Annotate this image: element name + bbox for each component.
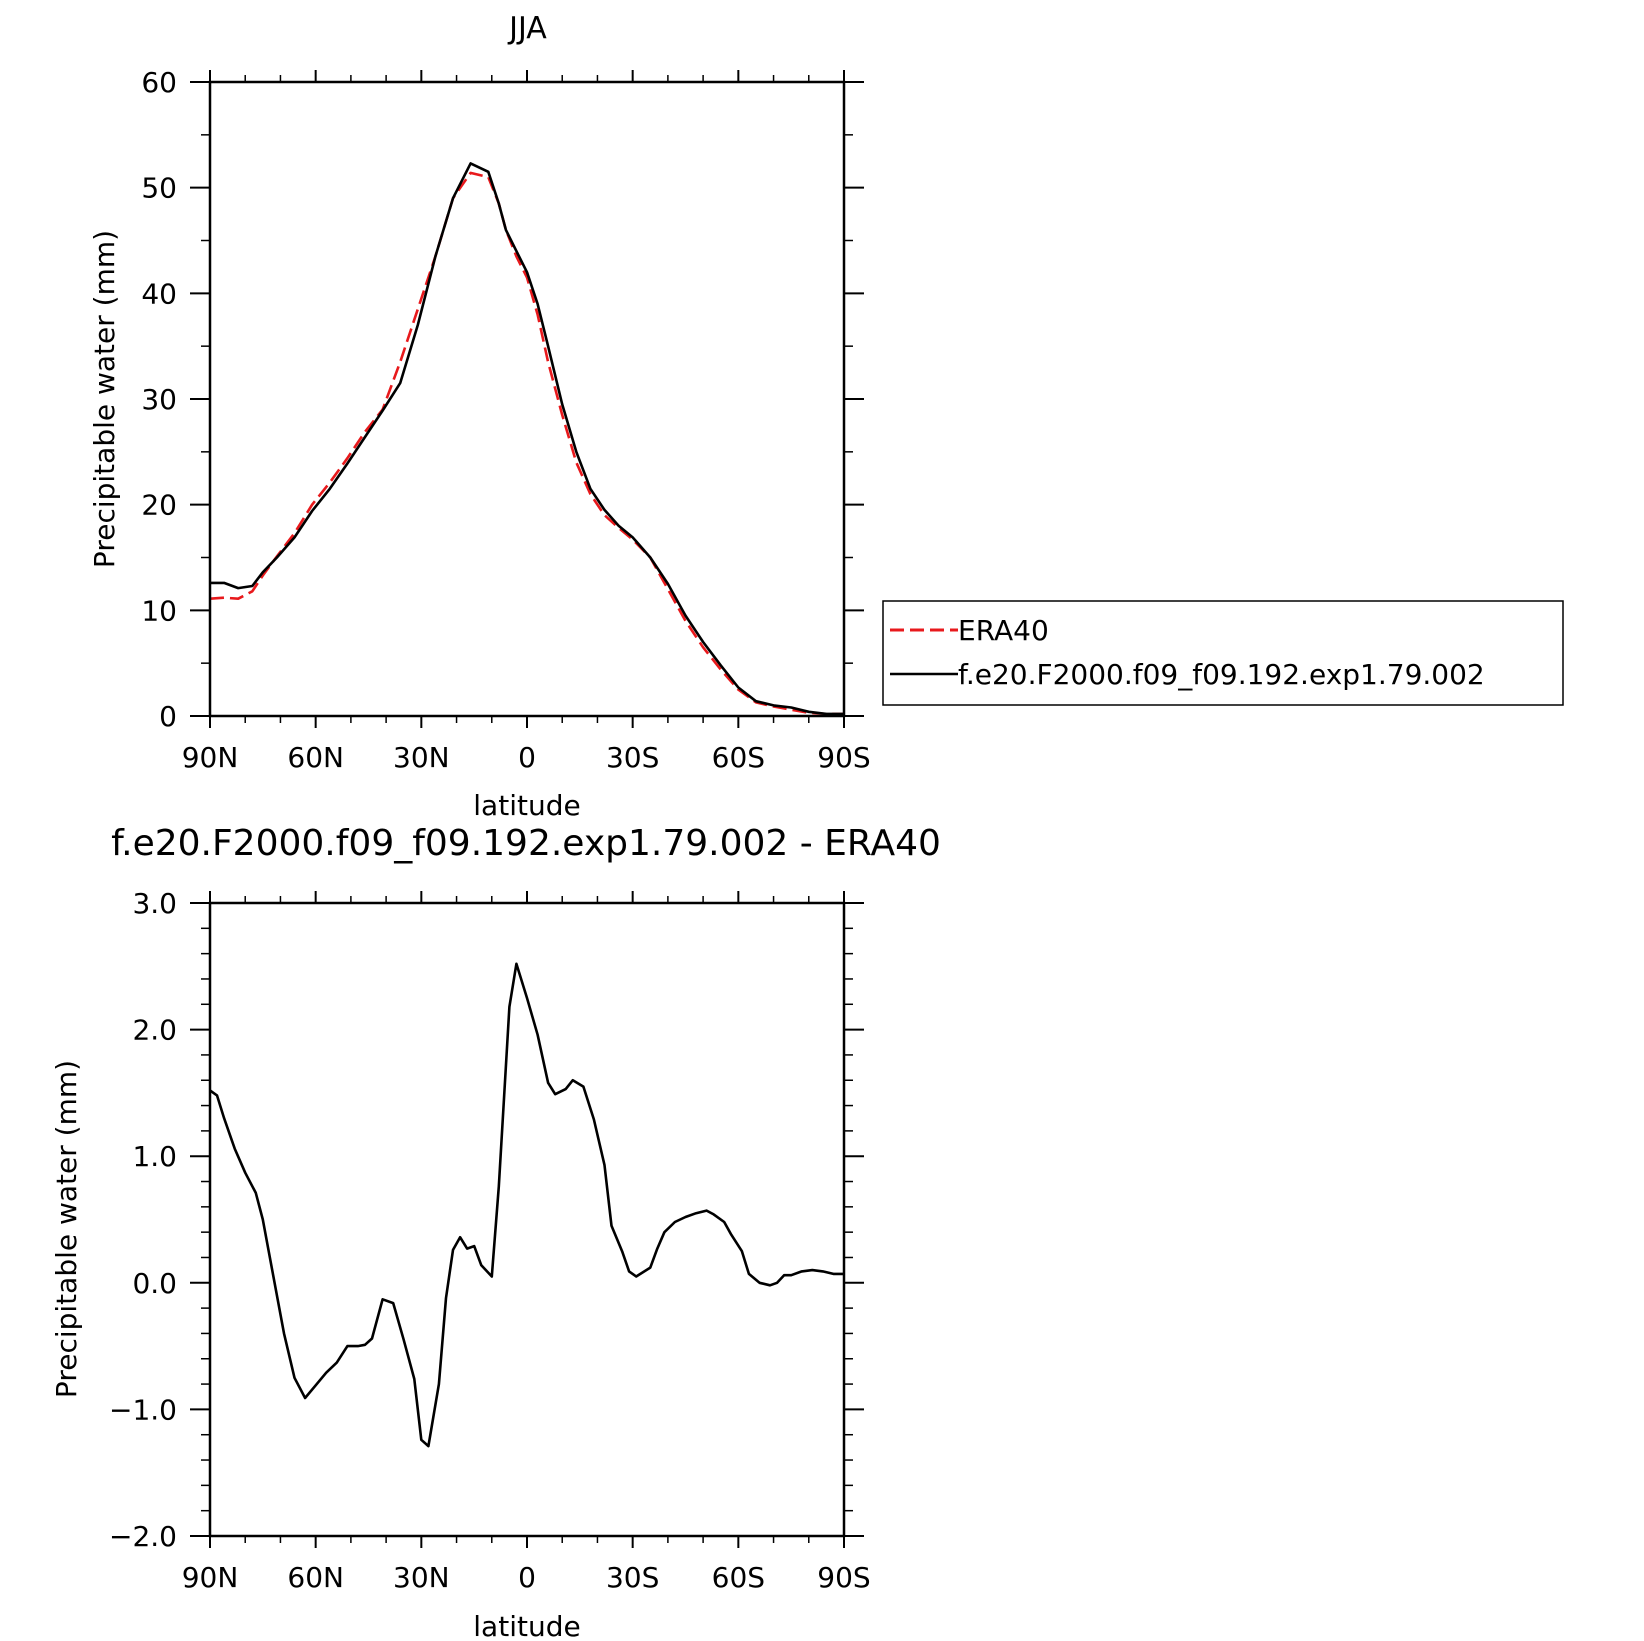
top-y-axis-label: Precipitable water (mm): [88, 230, 121, 568]
top-y-tick-label: 10: [141, 594, 177, 627]
bottom-x-tick-label: 30S: [606, 1561, 659, 1594]
bottom-x-tick-label: 60N: [287, 1561, 344, 1594]
top-y-tick-label: 50: [141, 172, 177, 205]
top-plot-frame: [208, 80, 846, 718]
legend-label-era40: ERA40: [958, 614, 1049, 647]
bottom-y-tick-label: 3.0: [132, 887, 177, 920]
top-x-axis-label: latitude: [473, 789, 580, 822]
bottom-x-axis-label: latitude: [473, 1610, 580, 1641]
top-x-tick-label: 90N: [182, 741, 239, 774]
bottom-chart-title: f.e20.F2000.f09_f09.192.exp1.79.002 - ER…: [111, 823, 941, 864]
bottom-x-tick-label: 90N: [182, 1561, 239, 1594]
bottom-y-tick-label: −1.0: [109, 1393, 177, 1426]
top-x-tick-label: 0: [518, 741, 536, 774]
bottom-series-line-1: [209, 962, 844, 1448]
bottom-chart-ticks: 90N 60N 30N 0 30S 60S 90S −2.0 −1.0 0.0 1.0 2.0 3.0: [109, 887, 871, 1594]
bottom-y-tick-label: 0.0: [132, 1267, 177, 1300]
top-y-tick-label: 0: [159, 700, 177, 733]
top-series-line-2: [210, 162, 844, 716]
top-chart-ticks: 90N 60N 30N 0 30S 60S 90S 0 10 20 30 40 50 60: [141, 66, 870, 774]
bottom-y-tick-label: 2.0: [132, 1014, 177, 1047]
top-y-tick-label: 20: [141, 489, 177, 522]
top-y-tick-label: 60: [141, 66, 177, 99]
top-x-tick-label: 60S: [712, 741, 765, 774]
top-chart: JJA 90N 60N 30N 0 30S 60S 90S 0 10 20 30 40 50 60 lat…: [88, 11, 871, 822]
bottom-x-tick-label: 60S: [712, 1561, 765, 1594]
bottom-plot-frame: [208, 901, 846, 1538]
bottom-y-tick-label: −2.0: [109, 1520, 177, 1553]
bottom-chart-series: [209, 962, 844, 1448]
bottom-y-axis-label: Precipitable water (mm): [50, 1060, 83, 1398]
legend-label-model: f.e20.F2000.f09_f09.192.exp1.79.002: [958, 658, 1485, 691]
top-x-tick-label: 60N: [287, 741, 344, 774]
top-y-tick-label: 30: [141, 383, 177, 416]
bottom-y-tick-label: 1.0: [132, 1140, 177, 1173]
top-chart-series: [209, 162, 844, 716]
top-x-tick-label: 90S: [817, 741, 870, 774]
legend-box: [882, 600, 1564, 706]
bottom-x-tick-label: 30N: [393, 1561, 450, 1594]
legend: ERA40 f.e20.F2000.f09_f09.192.exp1.79.00…: [882, 600, 1564, 706]
bottom-x-tick-label: 90S: [817, 1561, 870, 1594]
bottom-chart: f.e20.F2000.f09_f09.192.exp1.79.002 - ER…: [50, 823, 941, 1641]
top-x-tick-label: 30N: [393, 741, 450, 774]
bottom-x-tick-label: 0: [518, 1561, 536, 1594]
top-chart-title: JJA: [507, 11, 547, 46]
top-x-tick-label: 30S: [606, 741, 659, 774]
top-y-tick-label: 40: [141, 277, 177, 310]
top-series-line-1: [209, 171, 844, 716]
